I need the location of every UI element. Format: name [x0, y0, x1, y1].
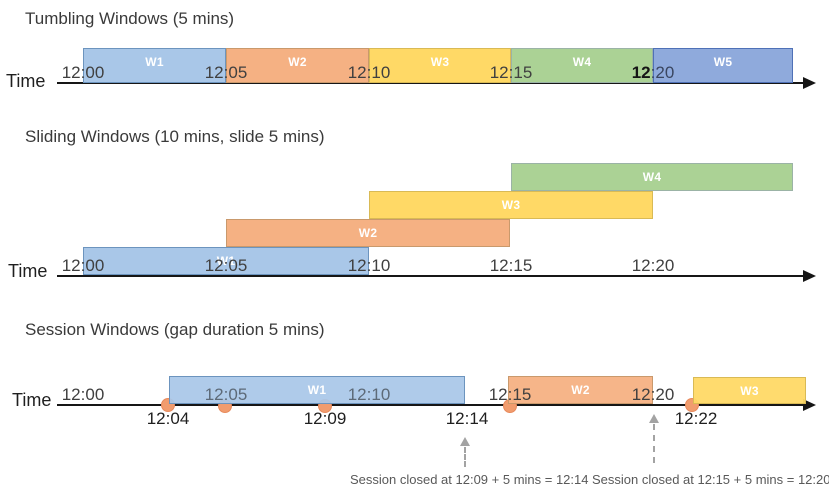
sliding-tick-1200: 12:00	[61, 256, 105, 275]
tumbling-timeline-arrowhead-icon	[803, 77, 816, 89]
window-label: W4	[572, 55, 592, 69]
tumbling-window-bar-w3: W3	[369, 48, 511, 83]
tumbling-window-bar-w5: W5	[653, 48, 793, 83]
session-closed-note-2: Session closed at 12:15 + 5 mins = 12:20	[592, 472, 829, 487]
tumbling-section-title: Tumbling Windows (5 mins)	[25, 9, 235, 28]
sliding-tick-1215: 12:15	[489, 256, 533, 275]
window-label: W3	[430, 55, 450, 69]
session-tick-1210: 12:10	[347, 385, 391, 404]
sliding-tick-1205: 12:05	[204, 256, 248, 275]
window-label: W1	[145, 55, 164, 69]
tumbling-tick-1210: 12:10	[347, 63, 391, 82]
tumbling-tick-1220: 12:20	[632, 63, 675, 82]
tumbling-tick-1200: 12:00	[61, 63, 105, 82]
session-closed-note-1: Session closed at 12:09 + 5 mins = 12:14	[350, 472, 589, 487]
tumbling-window-bar-w4: W4	[511, 48, 653, 83]
window-label: W1	[216, 254, 236, 268]
event-time-label-1204: 12:04	[146, 409, 190, 428]
window-label: W2	[358, 226, 378, 240]
session-tick-1200: 12:00	[61, 385, 105, 404]
sliding-tick-1210: 12:10	[347, 256, 391, 275]
event-time-label-1222: 12:22	[674, 409, 718, 428]
event-time-label-1209: 12:09	[303, 409, 347, 428]
session-timeline-arrowhead-icon	[803, 399, 816, 411]
window-label: W4	[642, 170, 662, 184]
sliding-window-bar-w2: W2	[226, 219, 510, 247]
session-window-bar-w1: W1	[169, 376, 465, 404]
sliding-window-bar-w3: W3	[369, 191, 653, 219]
sliding-timeline	[57, 275, 804, 277]
session-tick-1205: 12:05	[204, 385, 248, 404]
session-timeline	[57, 404, 804, 406]
sliding-window-bar-w1: W1	[83, 247, 369, 275]
sliding-timeline-arrowhead-icon	[803, 270, 816, 282]
tumbling-time-axis-label: Time	[6, 71, 46, 91]
tumbling-tick-1205: 12:05	[204, 63, 248, 82]
tumbling-tick-1215: 12:15	[489, 63, 533, 82]
sliding-window-bar-w4: W4	[511, 163, 793, 191]
tumbling-window-bar-w1: W1	[83, 48, 226, 83]
session-tick-1215: 12:15	[488, 385, 532, 404]
session-section-title: Session Windows (gap duration 5 mins)	[25, 320, 325, 339]
tick-hour-part: 12	[631, 63, 651, 82]
window-label: W2	[288, 55, 307, 69]
session-time-axis-label: Time	[12, 390, 52, 410]
session-close-label-1214: 12:14	[445, 409, 489, 428]
tumbling-timeline	[57, 82, 804, 84]
window-label: W1	[307, 383, 327, 397]
session-window-bar-w3: W3	[693, 377, 806, 404]
session-window-bar-w2: W2	[508, 376, 653, 404]
tumbling-window-bar-w2: W2	[226, 48, 369, 83]
session-closed-arrowhead-icon	[649, 414, 659, 423]
window-label: W5	[713, 55, 733, 69]
session-tick-1220: 12:20	[631, 385, 675, 404]
tick-minute-part: :20	[650, 63, 675, 82]
window-label: W3	[740, 383, 759, 398]
session-closed-arrow-line	[464, 447, 466, 467]
sliding-time-axis-label: Time	[8, 261, 48, 281]
session-closed-arrow-line	[653, 424, 655, 463]
window-label: W2	[571, 383, 590, 397]
sliding-section-title: Sliding Windows (10 mins, slide 5 mins)	[25, 127, 325, 146]
session-closed-arrowhead-icon	[460, 437, 470, 446]
window-label: W3	[501, 198, 521, 212]
sliding-tick-1220: 12:20	[631, 256, 675, 275]
